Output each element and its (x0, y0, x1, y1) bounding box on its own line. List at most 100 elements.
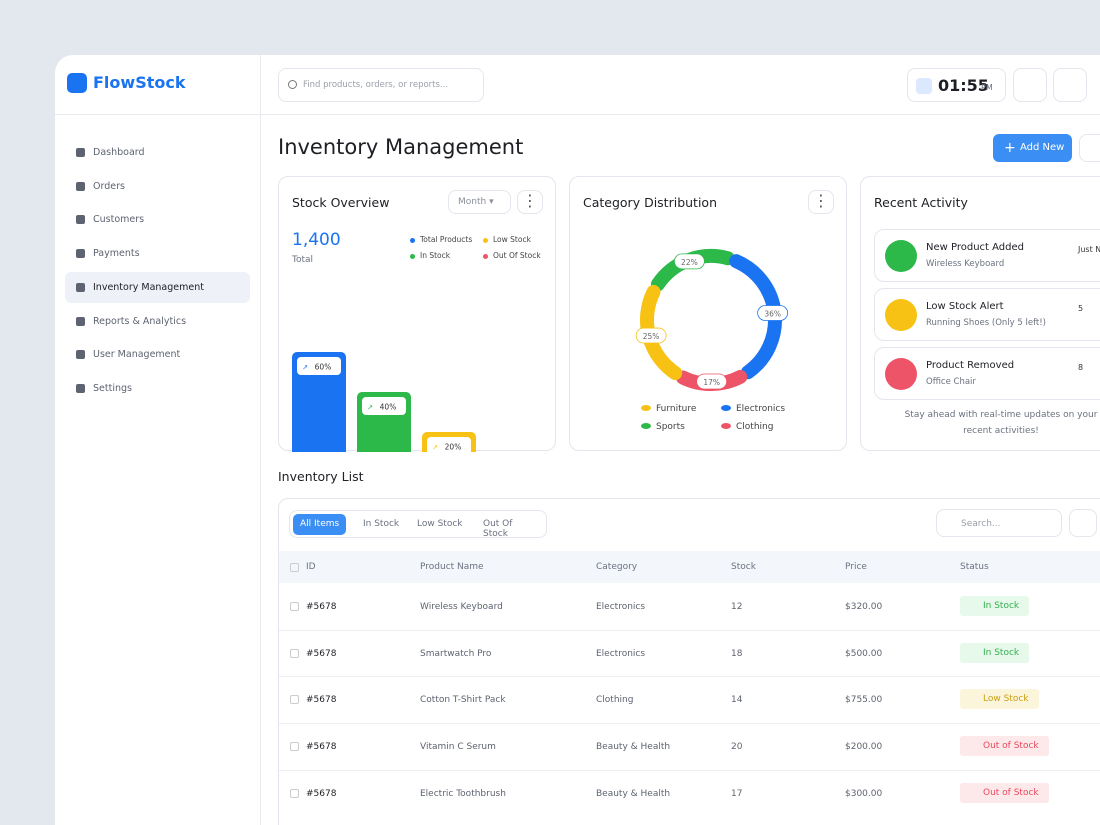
clock-icon (916, 78, 932, 94)
nav-item[interactable]: Inventory Management (65, 271, 250, 303)
cell: 14 (731, 695, 743, 706)
bar-label: 40% (380, 403, 397, 412)
segment-label-bg (635, 327, 667, 344)
divider (261, 114, 1100, 115)
nav-item[interactable]: Customers (65, 204, 250, 235)
tab[interactable]: Out Of Stock (483, 519, 513, 539)
nav-icon (76, 282, 85, 292)
category-card: Category Distribution ⋮ 22% Sports 36% Elec… (569, 176, 847, 451)
nav-item[interactable]: Payments (65, 238, 250, 269)
status-badge: Low Stock (960, 689, 1039, 710)
bar-label: 60% (315, 363, 332, 372)
nav-item[interactable]: Reports & Analytics (65, 306, 250, 337)
nav-label: Reports & Analytics (93, 315, 187, 327)
add-new-label: Add New (1020, 142, 1065, 153)
trend-icon: ↗ (432, 444, 438, 452)
tab[interactable]: All Items (293, 514, 347, 535)
nav-item[interactable]: Settings (65, 373, 250, 404)
tab[interactable]: In Stock (363, 519, 400, 529)
legend-dot (721, 405, 731, 411)
legend-label: Low Stock (493, 235, 531, 244)
add-new-button[interactable]: Add New + (993, 134, 1072, 162)
row-checkbox (290, 602, 299, 611)
tab[interactable]: Low Stock (417, 519, 463, 529)
column-header: ID (306, 562, 316, 572)
cell: 18 (731, 648, 743, 659)
cell: $300.00 (845, 788, 883, 799)
nav-item[interactable]: Orders (65, 171, 250, 202)
search-icon (288, 80, 297, 89)
activity-icon (885, 240, 917, 272)
activity-icon (885, 299, 917, 331)
tabs: All Items In Stock Low Stock Out Of Stock (289, 510, 547, 539)
cell: $200.00 (845, 742, 883, 753)
nav-icon (76, 181, 85, 191)
cell: Electric Toothbrush (420, 788, 506, 799)
nav-item[interactable]: Dashboard (65, 137, 250, 168)
activity-time: 5 (1078, 304, 1084, 313)
activity-subtitle: Wireless Keyboard (926, 259, 1005, 269)
table-header (279, 551, 1100, 583)
cell: $320.00 (845, 602, 883, 612)
column-header: Stock (731, 562, 756, 572)
cell: Cotton T-Shirt Pack (420, 695, 506, 706)
menu-button[interactable]: ⋮ (517, 190, 543, 214)
bar (292, 352, 346, 452)
segment-label-bg (757, 305, 789, 321)
clock-period: PM (981, 83, 993, 92)
activity-title: Product Removed (926, 360, 1015, 371)
logo-icon (67, 73, 87, 93)
activity-note: Stay ahead with real-time updates on you… (904, 410, 1098, 436)
cell: Vitamin C Serum (420, 742, 496, 753)
card-title: Category Distribution (583, 195, 717, 210)
activity-time: Just N (1078, 245, 1100, 254)
cell: #5678 (306, 788, 337, 799)
activity-time: 8 (1078, 363, 1084, 372)
nav-label: Orders (93, 180, 125, 192)
cell: Electronics (596, 648, 646, 659)
cell: Smartwatch Pro (420, 648, 492, 659)
legend-dot (641, 423, 651, 429)
ai-button[interactable] (1053, 68, 1087, 102)
cell: Beauty & Health (596, 788, 671, 799)
status-badge: In Stock (960, 596, 1030, 616)
column-header: Product Name (420, 562, 484, 572)
cell: #5678 (306, 742, 337, 753)
segment-label: 17% (703, 378, 720, 387)
nav-item[interactable]: User Management (65, 339, 250, 370)
cell: #5678 (306, 602, 337, 612)
legend-dot (410, 254, 415, 259)
total-label: Total (292, 255, 314, 265)
legend-label: Total Products (420, 235, 473, 244)
trend-icon: ↗ (302, 364, 308, 372)
legend-label: Furniture (656, 404, 697, 414)
clock-time: 01:55 (938, 76, 989, 95)
nav-label: User Management (93, 349, 181, 361)
section-title: Inventory List (278, 469, 364, 484)
legend-dot (483, 254, 488, 259)
activity-icon (885, 358, 917, 390)
search-box[interactable]: Find products, orders, or reports... (278, 68, 484, 102)
status-badge: Out of Stock (960, 736, 1049, 757)
legend-dot (410, 238, 415, 243)
filter-button[interactable] (1079, 134, 1100, 162)
calendar-button[interactable] (1069, 509, 1097, 537)
activity-title: New Product Added (926, 242, 1024, 253)
bar-chart: 60%↗40%↗20%↗10%↗ (292, 352, 476, 452)
row-checkbox (290, 742, 299, 752)
trend-icon: ↗ (367, 404, 373, 412)
row-divider (279, 676, 1100, 678)
table-search[interactable]: Search... (936, 509, 1062, 537)
row-checkbox (290, 648, 299, 658)
row-divider (279, 629, 1100, 631)
legend-label: In Stock (420, 251, 451, 260)
activity-title: Low Stock Alert (926, 301, 1004, 312)
menu-button[interactable]: ⋮ (808, 190, 834, 214)
nav-icon (76, 249, 85, 259)
column-header: Status (960, 562, 989, 572)
period-select[interactable]: Month ▾ (448, 190, 511, 214)
notifications-button[interactable] (1013, 68, 1047, 102)
activity-subtitle: Office Chair (926, 377, 976, 387)
nav-icon (76, 316, 85, 326)
activity-item: Low Stock Alert Running Shoes (Only 5 lef… (874, 288, 1100, 341)
